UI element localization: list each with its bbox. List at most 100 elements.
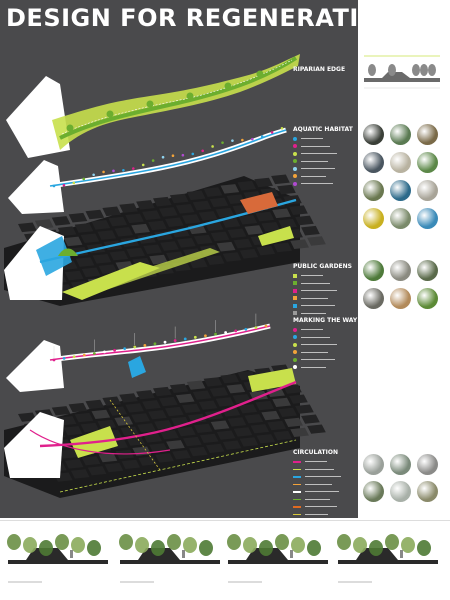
city-block <box>301 225 320 236</box>
city-block <box>193 234 213 245</box>
wayfinding-marker <box>113 348 116 352</box>
legend-text-line <box>301 336 330 338</box>
legend-text-line <box>305 476 341 478</box>
circulation-photos-thumbnail <box>390 481 411 502</box>
city-block <box>81 267 101 278</box>
circulation-photos-thumbnail <box>363 454 384 475</box>
legend-swatch <box>293 335 297 340</box>
city-block <box>18 222 37 233</box>
city-block <box>192 200 212 211</box>
city-block <box>114 227 134 237</box>
city-block <box>177 426 196 437</box>
city-block <box>169 383 189 393</box>
city-block <box>97 230 117 240</box>
city-block <box>121 459 141 469</box>
city-block <box>148 220 167 231</box>
legend-marking-the-way <box>293 326 337 371</box>
city-block <box>301 414 320 424</box>
circulation-photos-thumbnail <box>417 481 438 502</box>
gardens-strip <box>90 248 220 292</box>
city-block <box>85 209 105 220</box>
habitat-marker <box>52 184 56 188</box>
section-tree <box>412 64 420 78</box>
city-block <box>226 194 246 204</box>
habitat-marker <box>191 152 195 156</box>
site-section <box>337 534 438 583</box>
garden-photos-thumbnail <box>390 260 411 281</box>
legend-swatch <box>293 476 301 478</box>
city-block <box>295 404 314 414</box>
city-block <box>181 403 201 413</box>
city-block <box>75 257 95 267</box>
city-block <box>289 394 308 404</box>
legend-text-line <box>301 305 335 307</box>
section-tree <box>385 534 399 550</box>
legend-text-line <box>301 175 326 177</box>
circulation-landmass <box>4 412 64 478</box>
wayfinding-marker <box>244 327 248 331</box>
city-block <box>108 216 128 227</box>
city-block <box>114 416 134 426</box>
city-block <box>239 437 259 447</box>
city-block <box>192 390 212 400</box>
habitat-marker <box>211 145 214 148</box>
city-block <box>136 200 155 210</box>
city-block <box>172 450 191 460</box>
city-block <box>136 390 155 400</box>
city-block <box>102 206 122 217</box>
city-block <box>166 440 185 450</box>
legend-swatch <box>293 365 297 370</box>
label-public-gardens: PUBLIC GARDENS <box>293 263 353 270</box>
city-block <box>209 387 229 397</box>
city-block <box>215 397 235 407</box>
section-tree <box>388 64 396 78</box>
legend-item <box>293 165 337 173</box>
marking-water <box>128 356 146 378</box>
wayfinding-marker <box>72 355 76 359</box>
city-block <box>177 238 196 248</box>
legend-swatch <box>293 311 297 316</box>
city-block <box>91 219 111 230</box>
habitat-marker <box>201 149 204 153</box>
habitat-marker <box>221 141 224 144</box>
legend-swatch <box>293 303 297 308</box>
legend-item <box>293 511 341 519</box>
habitat-marker <box>280 127 284 130</box>
site-section <box>7 534 108 583</box>
legend-swatch <box>293 491 301 493</box>
section-tree <box>55 534 69 550</box>
wayfinding-marker <box>264 324 268 328</box>
legend-swatch <box>293 151 297 156</box>
legend-item <box>293 364 337 372</box>
legend-swatch <box>293 483 301 485</box>
city-block <box>119 203 138 213</box>
city-block <box>222 252 242 262</box>
section-tree <box>243 537 257 553</box>
city-block <box>149 443 168 453</box>
city-block <box>227 228 247 239</box>
aquatic-photos-thumbnail <box>417 208 438 229</box>
label-marking-the-way: MARKING THE WAY <box>293 317 358 324</box>
city-block <box>205 443 225 453</box>
wayfinding-marker <box>204 334 207 338</box>
city-block <box>125 403 144 413</box>
riparian-tree <box>146 100 154 108</box>
city-block <box>215 207 235 218</box>
city-block <box>227 417 247 427</box>
aquatic-photos-thumbnail <box>417 152 438 173</box>
section-tree <box>7 534 21 550</box>
wayfinding-marker <box>224 331 228 334</box>
city-block <box>51 406 71 416</box>
wayfinding-marker <box>254 326 258 330</box>
city-block <box>210 420 230 430</box>
city-block <box>221 218 241 228</box>
legend-item <box>293 341 337 349</box>
city-block <box>198 211 218 221</box>
legend-text-line <box>301 297 328 299</box>
wayfinding-marker <box>82 353 86 357</box>
city-block <box>175 393 195 403</box>
gardens-field <box>258 226 294 246</box>
legend-swatch <box>293 273 297 278</box>
legend-swatch <box>293 181 297 186</box>
aquatic-photos-thumbnail <box>390 180 411 201</box>
